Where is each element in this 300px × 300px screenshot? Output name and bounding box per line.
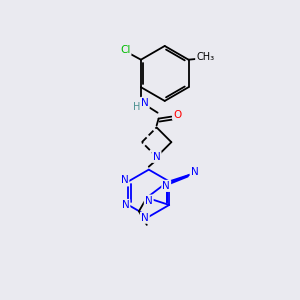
- Text: N: N: [122, 200, 129, 210]
- Text: N: N: [121, 176, 128, 185]
- Text: N: N: [141, 213, 149, 223]
- Text: N: N: [162, 181, 170, 191]
- Text: CH₃: CH₃: [196, 52, 214, 62]
- Text: N: N: [141, 98, 149, 108]
- Text: N: N: [190, 167, 198, 177]
- Text: N: N: [145, 196, 153, 206]
- Text: Cl: Cl: [120, 45, 130, 55]
- Text: N: N: [153, 152, 160, 162]
- Text: O: O: [173, 110, 182, 120]
- Text: H: H: [133, 102, 141, 112]
